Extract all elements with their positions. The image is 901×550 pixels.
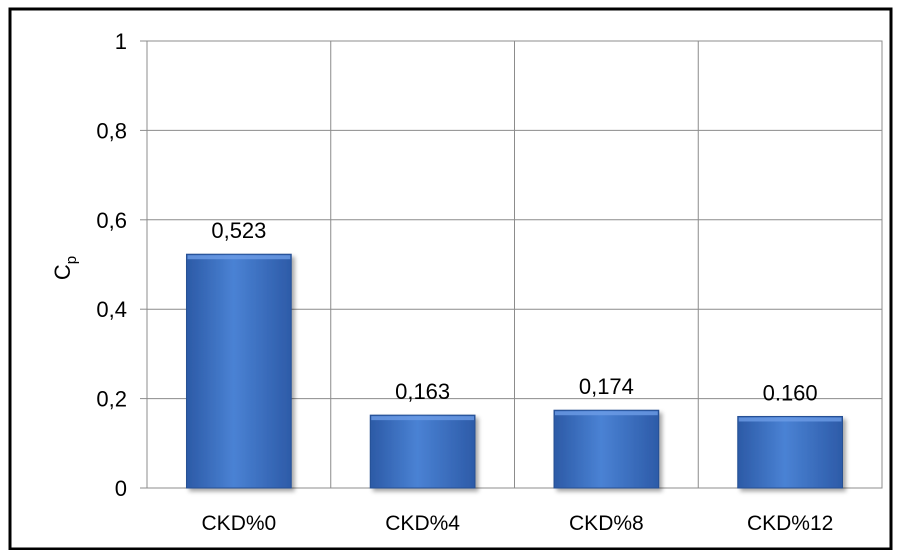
x-tick-label: CKD%0 — [202, 512, 277, 535]
y-tick-label: 0 — [115, 476, 127, 501]
bar-highlight — [187, 255, 291, 260]
bar — [186, 253, 292, 489]
y-tick-label: 0,2 — [96, 387, 127, 412]
y-tick-label: 0,4 — [96, 297, 127, 322]
data-label: 0,174 — [579, 374, 634, 399]
bar-highlight — [738, 417, 842, 422]
x-tick-label: CKD%8 — [569, 512, 644, 535]
x-tick-labels: CKD%0 CKD%4 CKD%8 CKD%12 — [202, 512, 834, 535]
y-tick-label: 0,6 — [96, 208, 127, 233]
y-axis-label-base: C — [50, 264, 75, 280]
data-labels: 0,523 0,163 0,174 0.160 — [211, 218, 817, 405]
bar-highlight — [371, 416, 474, 421]
bar — [737, 415, 843, 489]
data-label: 0,163 — [395, 379, 450, 404]
bar — [369, 414, 476, 489]
y-axis-label-subscript: p — [63, 256, 80, 264]
data-label: 0,523 — [211, 218, 266, 243]
x-tick-label: CKD%12 — [747, 512, 833, 535]
bar — [553, 409, 660, 489]
y-tick-label: 0,8 — [96, 118, 127, 143]
y-axis-label: Cp — [50, 256, 80, 280]
x-tick-label: CKD%4 — [385, 512, 460, 535]
y-tick-labels: 0 0,2 0,4 0,6 0,8 1 — [96, 29, 147, 501]
bar-highlight — [555, 411, 658, 416]
data-label: 0.160 — [763, 380, 818, 405]
bars — [186, 253, 843, 489]
y-tick-label: 1 — [115, 29, 127, 54]
